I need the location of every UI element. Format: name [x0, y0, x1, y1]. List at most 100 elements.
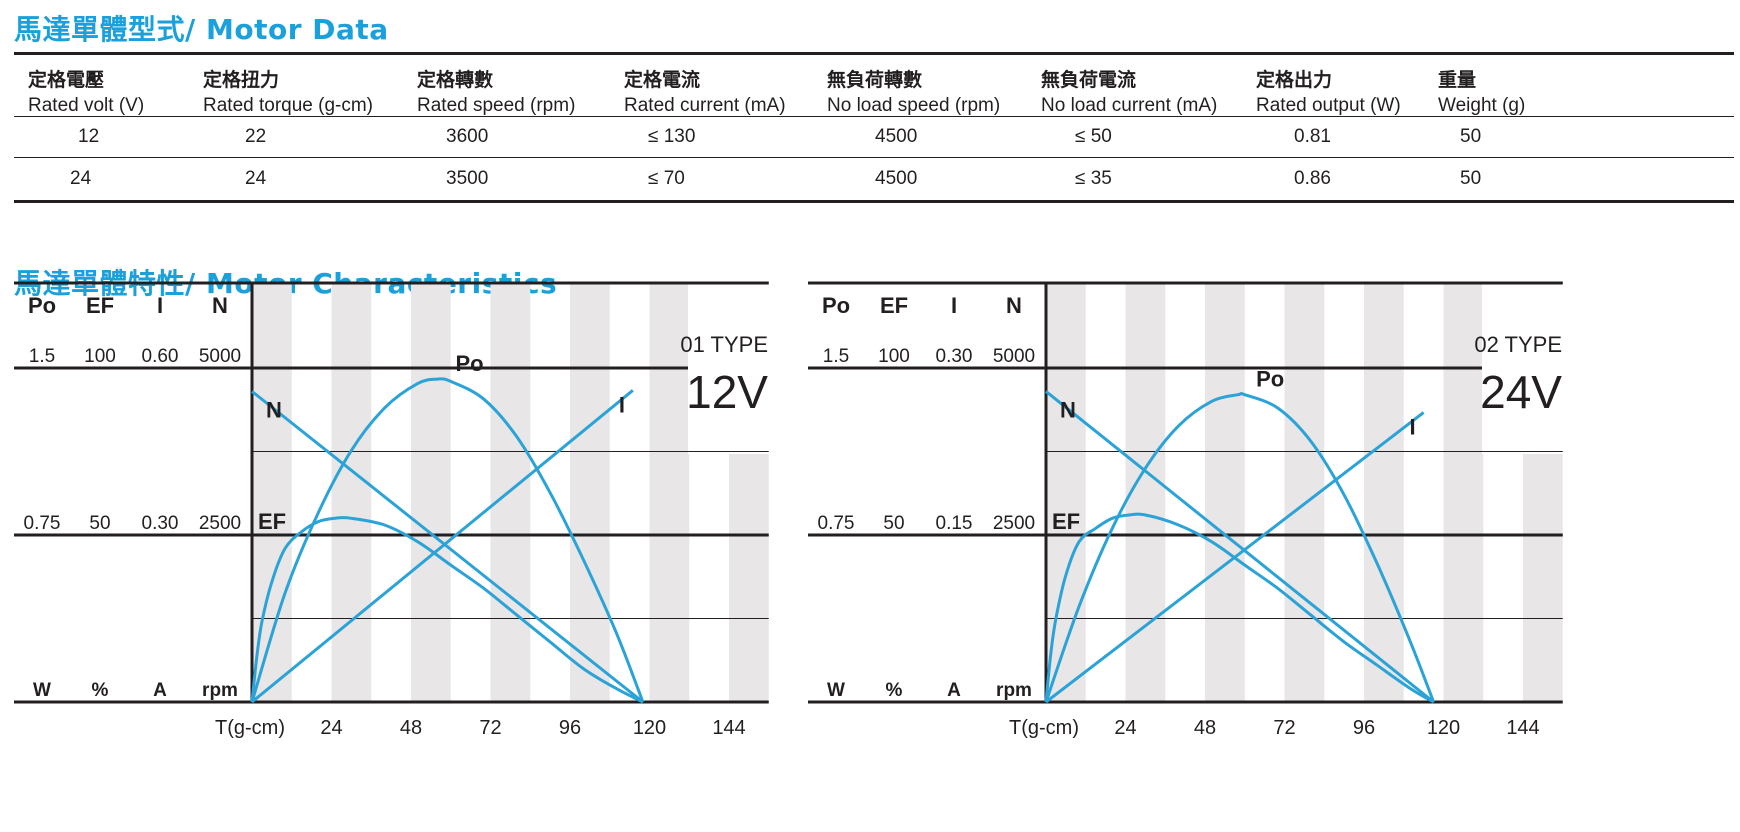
grid-band — [649, 283, 690, 702]
axis-header-i: I — [951, 293, 957, 318]
grid-band — [331, 283, 372, 702]
type-label: 01 TYPE — [680, 332, 768, 357]
series-label-ef: EF — [258, 509, 286, 534]
x-tick-label: 120 — [633, 717, 666, 739]
axis-mid-value: 2500 — [199, 513, 241, 534]
table-cell: 22 — [245, 126, 267, 147]
column-header-no-load-current: 無負荷電流 No load current (mA) — [1041, 69, 1218, 116]
axis-unit: % — [886, 680, 903, 701]
axis-mid-value: 0.30 — [142, 513, 179, 534]
table-bottom-rule — [14, 200, 1734, 203]
x-tick-label: 72 — [479, 717, 501, 739]
x-axis-label: T(g-cm) — [215, 717, 285, 739]
grid-band — [1364, 283, 1404, 702]
column-header-no-load-speed: 無負荷轉數 No load speed (rpm) — [827, 69, 1001, 116]
axis-mid-value: 0.15 — [936, 513, 973, 534]
x-tick-label: 48 — [400, 717, 422, 739]
axis-top-value: 0.30 — [936, 346, 973, 367]
series-label-i: I — [1410, 415, 1416, 440]
axis-unit: W — [827, 680, 845, 701]
axis-header-n: N — [1006, 293, 1022, 318]
series-line-ef — [250, 516, 644, 704]
series-line-po — [250, 377, 645, 703]
column-header-rated-output: 定格出力 Rated output (W) — [1256, 69, 1401, 116]
table-cell: 3600 — [446, 126, 489, 147]
axis-top-value: 1.5 — [29, 346, 55, 367]
column-header-rated-torque: 定格扭力 Rated torque (g-cm) — [203, 69, 374, 116]
table-cell: ≤ 50 — [1075, 126, 1112, 147]
table-cell: 50 — [1460, 126, 1482, 147]
axis-top-value: 0.60 — [142, 346, 179, 367]
axis-header-po: Po — [28, 293, 56, 318]
x-tick-label: 72 — [1273, 717, 1295, 739]
table-cell: 24 — [245, 168, 267, 189]
axis-unit: rpm — [996, 680, 1032, 701]
table-cell: 3500 — [446, 168, 489, 189]
table-cell: 12 — [78, 126, 100, 147]
x-tick-label: 144 — [712, 717, 745, 739]
series-label-n: N — [266, 397, 282, 422]
column-header-weight: 重量 Weight (g) — [1438, 69, 1526, 116]
x-tick-label: 96 — [1353, 717, 1375, 739]
x-tick-label: 24 — [1114, 717, 1136, 739]
axis-header-ef: EF — [86, 293, 114, 318]
grid-band — [570, 283, 610, 702]
axis-header-po: Po — [822, 293, 850, 318]
table-cell: 50 — [1460, 168, 1482, 189]
column-header-rated-volt: 定格電壓 Rated volt (V) — [28, 69, 145, 116]
axis-mid-value: 0.75 — [818, 513, 855, 534]
axis-unit: % — [92, 680, 109, 701]
column-header-rated-current: 定格電流 Rated current (mA) — [624, 69, 786, 116]
grid-band — [411, 283, 451, 702]
axis-mid-value: 2500 — [993, 513, 1035, 534]
table-cell: ≤ 70 — [648, 168, 685, 189]
axis-top-value: 5000 — [199, 346, 241, 367]
x-tick-label: 48 — [1194, 717, 1216, 739]
legend-area-mask — [1482, 284, 1572, 454]
grid-band — [1443, 283, 1484, 702]
table-cell: 0.81 — [1294, 126, 1331, 147]
series-line-ef — [1044, 512, 1435, 704]
table-cell: 24 — [70, 168, 92, 189]
axis-mid-value: 50 — [883, 513, 904, 534]
voltage-label: 24V — [1480, 366, 1562, 418]
voltage-label: 12V — [686, 366, 768, 418]
axis-top-value: 100 — [878, 346, 910, 367]
table-cell: ≤ 130 — [648, 126, 696, 147]
axis-top-value: 100 — [84, 346, 116, 367]
axis-top-value: 5000 — [993, 346, 1035, 367]
x-tick-label: 24 — [320, 717, 342, 739]
series-line-n — [1045, 390, 1435, 704]
axis-header-i: I — [157, 293, 163, 318]
column-header-rated-speed: 定格轉數 Rated speed (rpm) — [417, 69, 576, 116]
table-cell: 4500 — [875, 126, 918, 147]
axis-mid-value: 50 — [89, 513, 110, 534]
axis-unit: W — [33, 680, 51, 701]
table-row-rule — [14, 157, 1734, 158]
axis-unit: A — [153, 680, 167, 701]
axis-top-value: 1.5 — [823, 346, 849, 367]
type-label: 02 TYPE — [1474, 332, 1562, 357]
table-header-rule — [14, 116, 1734, 117]
axis-mid-value: 0.75 — [24, 513, 61, 534]
x-tick-label: 120 — [1427, 717, 1460, 739]
legend-area-mask — [688, 284, 778, 454]
table-top-rule — [14, 52, 1734, 55]
series-line-i — [251, 389, 634, 704]
axis-header-n: N — [212, 293, 228, 318]
grid-band — [1205, 283, 1245, 702]
series-label-po: Po — [455, 351, 483, 376]
x-tick-label: 96 — [559, 717, 581, 739]
x-tick-label: 144 — [1506, 717, 1539, 739]
series-label-i: I — [619, 392, 625, 417]
table-cell: ≤ 35 — [1075, 168, 1112, 189]
axis-header-ef: EF — [880, 293, 908, 318]
x-axis-label: T(g-cm) — [1009, 717, 1079, 739]
axis-unit: A — [947, 680, 961, 701]
motor-data-title: 馬達單體型式/ Motor Data — [14, 13, 389, 46]
series-line-n — [251, 390, 644, 704]
table-cell: 0.86 — [1294, 168, 1331, 189]
series-label-po: Po — [1256, 367, 1284, 392]
